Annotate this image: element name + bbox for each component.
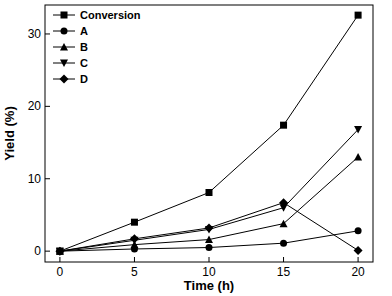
y-tick: [45, 33, 50, 34]
y-tick: [45, 106, 50, 107]
x-tick: [209, 257, 210, 262]
data-point: [56, 248, 64, 256]
data-point: [280, 122, 287, 129]
y-tick: [45, 178, 50, 179]
data-point: [130, 234, 139, 243]
x-tick-label: 10: [202, 265, 216, 279]
data-point: [355, 12, 362, 19]
data-point: [354, 246, 363, 255]
legend-label: C: [80, 57, 88, 69]
x-tick: [358, 257, 359, 262]
plot-frame: [45, 5, 373, 262]
x-tick-label: 5: [131, 265, 138, 279]
x-tick: [59, 257, 60, 262]
data-point: [355, 227, 362, 234]
x-axis-label: Time (h): [184, 278, 234, 293]
y-tick: [45, 251, 50, 252]
data-point: [280, 220, 288, 228]
data-point: [55, 247, 64, 256]
legend-marker: [61, 28, 68, 35]
y-axis-label: Yield (%): [2, 106, 17, 160]
data-point: [56, 248, 63, 255]
data-point: [206, 189, 213, 196]
y-tick-label: 0: [34, 244, 41, 258]
x-tick-label: 20: [351, 265, 365, 279]
legend-marker: [60, 60, 68, 68]
legend-label: Conversion: [80, 9, 141, 21]
series-line: [60, 231, 358, 251]
data-point: [354, 126, 362, 134]
x-tick-label: 15: [277, 265, 291, 279]
series-line: [60, 203, 358, 252]
legend-marker: [60, 43, 68, 51]
data-point: [205, 223, 214, 232]
x-tick: [134, 257, 135, 262]
data-point: [280, 240, 287, 247]
chart: 0 5 10 15 20 0 10 20 30 Time (h) Yield (%) Conversi…: [0, 0, 392, 296]
legend: Conversion ABCD: [53, 9, 141, 85]
y-tick-label: 20: [28, 99, 42, 113]
legend-label: B: [80, 41, 88, 53]
data-point: [131, 219, 138, 226]
data-point: [205, 236, 213, 244]
series-line: [60, 15, 358, 251]
legend-label: A: [80, 25, 88, 37]
data-point: [206, 244, 213, 251]
plot-area: [55, 12, 362, 256]
legend-marker: [61, 12, 68, 19]
x-tick-label: 0: [57, 265, 64, 279]
data-point: [56, 248, 63, 255]
legend-marker: [60, 75, 69, 84]
series-line: [60, 157, 358, 251]
y-tick-label: 30: [28, 27, 42, 41]
data-point: [354, 153, 362, 161]
series-line: [60, 130, 358, 252]
x-tick: [283, 257, 284, 262]
legend-label: D: [80, 73, 88, 85]
data-point: [279, 198, 288, 207]
data-point: [56, 247, 64, 255]
y-tick-label: 10: [28, 172, 42, 186]
